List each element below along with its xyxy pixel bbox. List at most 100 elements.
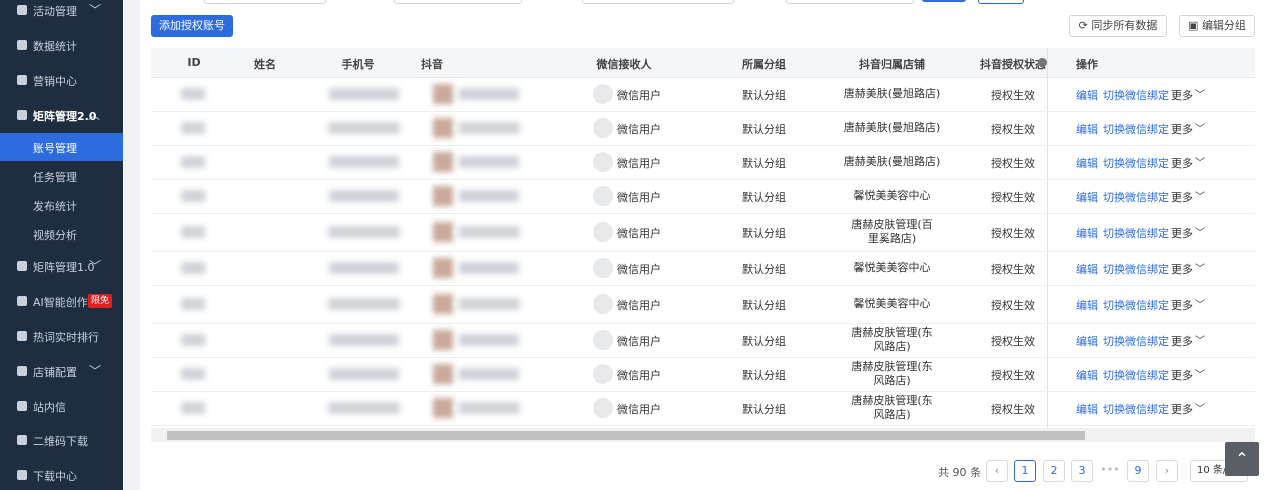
action-link[interactable]: 更多 — [1171, 263, 1193, 276]
store: 馨悦美美容中心 — [853, 189, 931, 202]
nav-item[interactable]: 店铺配置 ﹀ — [0, 357, 123, 385]
action-link[interactable]: 编辑 — [1076, 89, 1098, 102]
nav-item[interactable]: 热词实时排行 — [0, 322, 123, 350]
action-link[interactable]: 切换微信绑定 — [1103, 335, 1169, 348]
filter-input[interactable] — [204, 0, 326, 4]
page-button[interactable]: 9 — [1127, 460, 1149, 482]
action-link[interactable]: 更多 — [1171, 123, 1193, 136]
action-link[interactable]: 切换微信绑定 — [1103, 227, 1169, 240]
action-link[interactable]: 编辑 — [1076, 335, 1098, 348]
action-link[interactable]: 编辑 — [1076, 123, 1098, 136]
action-link[interactable]: 更多 — [1171, 369, 1193, 382]
blurred-nickname — [459, 262, 519, 274]
action-link[interactable]: 编辑 — [1076, 157, 1098, 170]
page-button[interactable]: 2 — [1043, 460, 1065, 482]
prev-page[interactable]: ‹ — [986, 460, 1008, 482]
nav-item[interactable]: 营销中心 — [0, 66, 123, 94]
column-header: 所属分组 — [742, 58, 786, 71]
status: 授权生效 — [991, 403, 1035, 416]
add-account-button[interactable]: 添加授权账号 — [151, 15, 233, 37]
action-link[interactable]: 更多 — [1171, 89, 1193, 102]
filter-input[interactable] — [582, 0, 734, 4]
wechat-avatar — [593, 258, 613, 278]
status: 授权生效 — [991, 191, 1035, 204]
action-link[interactable]: 编辑 — [1076, 369, 1098, 382]
edit-group-button[interactable]: ▣ 编辑分组 — [1179, 15, 1255, 37]
nav-label: 店铺配置 — [33, 366, 77, 379]
column-header: 手机号 — [341, 58, 375, 71]
page-button[interactable]: ••• — [1100, 463, 1120, 476]
page-button[interactable]: 1 — [1014, 460, 1036, 482]
nav-icon — [17, 296, 27, 306]
blurred-avatar — [433, 364, 453, 384]
wechat-user: 微信用户 — [617, 299, 661, 312]
total: 共 90 条 — [938, 466, 981, 479]
group: 默认分组 — [742, 89, 786, 102]
action-link[interactable]: 切换微信绑定 — [1103, 369, 1169, 382]
dropdown-arrow: ﹀ — [1195, 90, 1205, 101]
action-link[interactable]: 切换微信绑定 — [1103, 123, 1169, 136]
nav-icon — [17, 470, 27, 480]
action-link[interactable]: 更多 — [1171, 335, 1193, 348]
status: 授权生效 — [991, 227, 1035, 240]
action-link[interactable]: 编辑 — [1076, 227, 1098, 240]
wechat-avatar — [593, 222, 613, 242]
blurred-nickname — [459, 156, 519, 168]
nav-badge: 限免 — [88, 294, 113, 308]
action-link[interactable]: 切换微信绑定 — [1103, 299, 1169, 312]
nav-item[interactable]: 活动管理 ﹀ — [0, 0, 123, 24]
nav-arrow: ﹀ — [89, 259, 102, 273]
reset-button[interactable] — [978, 0, 1024, 4]
action-link[interactable]: 更多 — [1171, 403, 1193, 416]
group: 默认分组 — [742, 403, 786, 416]
group: 默认分组 — [742, 369, 786, 382]
nav-subitem[interactable]: 账号管理 — [0, 133, 123, 161]
wechat-avatar — [593, 294, 613, 314]
action-link[interactable]: 切换微信绑定 — [1103, 157, 1169, 170]
action-link[interactable]: 更多 — [1171, 157, 1193, 170]
search-button[interactable] — [922, 0, 966, 2]
nav-label: 矩阵管理1.0 — [33, 261, 95, 274]
action-link[interactable]: 切换微信绑定 — [1103, 403, 1169, 416]
blurred-id — [181, 262, 205, 274]
action-link[interactable]: 更多 — [1171, 191, 1193, 204]
page-button[interactable]: 3 — [1071, 460, 1093, 482]
nav-item[interactable]: 矩阵管理1.0 ﹀ — [0, 252, 123, 280]
blurred-phone — [329, 298, 399, 310]
nav-item[interactable]: 二维码下载 — [0, 426, 123, 454]
sync-button[interactable]: ⟳ 同步所有数据 — [1069, 15, 1167, 37]
nav-item[interactable]: AI智能创作 限免 — [0, 287, 123, 315]
action-link[interactable]: 切换微信绑定 — [1103, 89, 1169, 102]
action-link[interactable]: 更多 — [1171, 299, 1193, 312]
status: 授权生效 — [991, 335, 1035, 348]
nav-icon — [17, 5, 27, 15]
wechat-avatar — [593, 84, 613, 104]
nav-subitem[interactable]: 视频分析 — [0, 220, 123, 248]
nav-label: 下载中心 — [33, 470, 77, 483]
action-link[interactable]: 更多 — [1171, 227, 1193, 240]
blurred-phone — [329, 262, 399, 274]
nav-item[interactable]: 矩阵管理2.0 ︿ — [0, 101, 123, 129]
wechat-user: 微信用户 — [617, 191, 661, 204]
nav-item[interactable]: 数据统计 — [0, 31, 123, 59]
table-row — [151, 391, 1255, 426]
action-link[interactable]: 编辑 — [1076, 403, 1098, 416]
next-page[interactable]: › — [1156, 460, 1178, 482]
nav-subitem[interactable]: 发布统计 — [0, 191, 123, 219]
nav-item[interactable]: 站内信 — [0, 392, 123, 420]
nav-item[interactable]: 下载中心 — [0, 461, 123, 489]
action-link[interactable]: 编辑 — [1076, 263, 1098, 276]
action-link[interactable]: 切换微信绑定 — [1103, 191, 1169, 204]
filter-input[interactable] — [394, 0, 522, 4]
table-row — [151, 111, 1255, 146]
nav-arrow: ︿ — [88, 108, 101, 122]
nav-subitem[interactable]: 任务管理 — [0, 162, 123, 190]
action-link[interactable]: 编辑 — [1076, 191, 1098, 204]
action-link[interactable]: 编辑 — [1076, 299, 1098, 312]
filter-input[interactable] — [786, 0, 914, 4]
store: 唐赫皮肤管理(百里奚路店) — [851, 218, 933, 245]
blurred-nickname — [459, 402, 519, 414]
wechat-user: 微信用户 — [617, 403, 661, 416]
back-to-top[interactable]: ⌃ — [1225, 442, 1259, 476]
action-link[interactable]: 切换微信绑定 — [1103, 263, 1169, 276]
